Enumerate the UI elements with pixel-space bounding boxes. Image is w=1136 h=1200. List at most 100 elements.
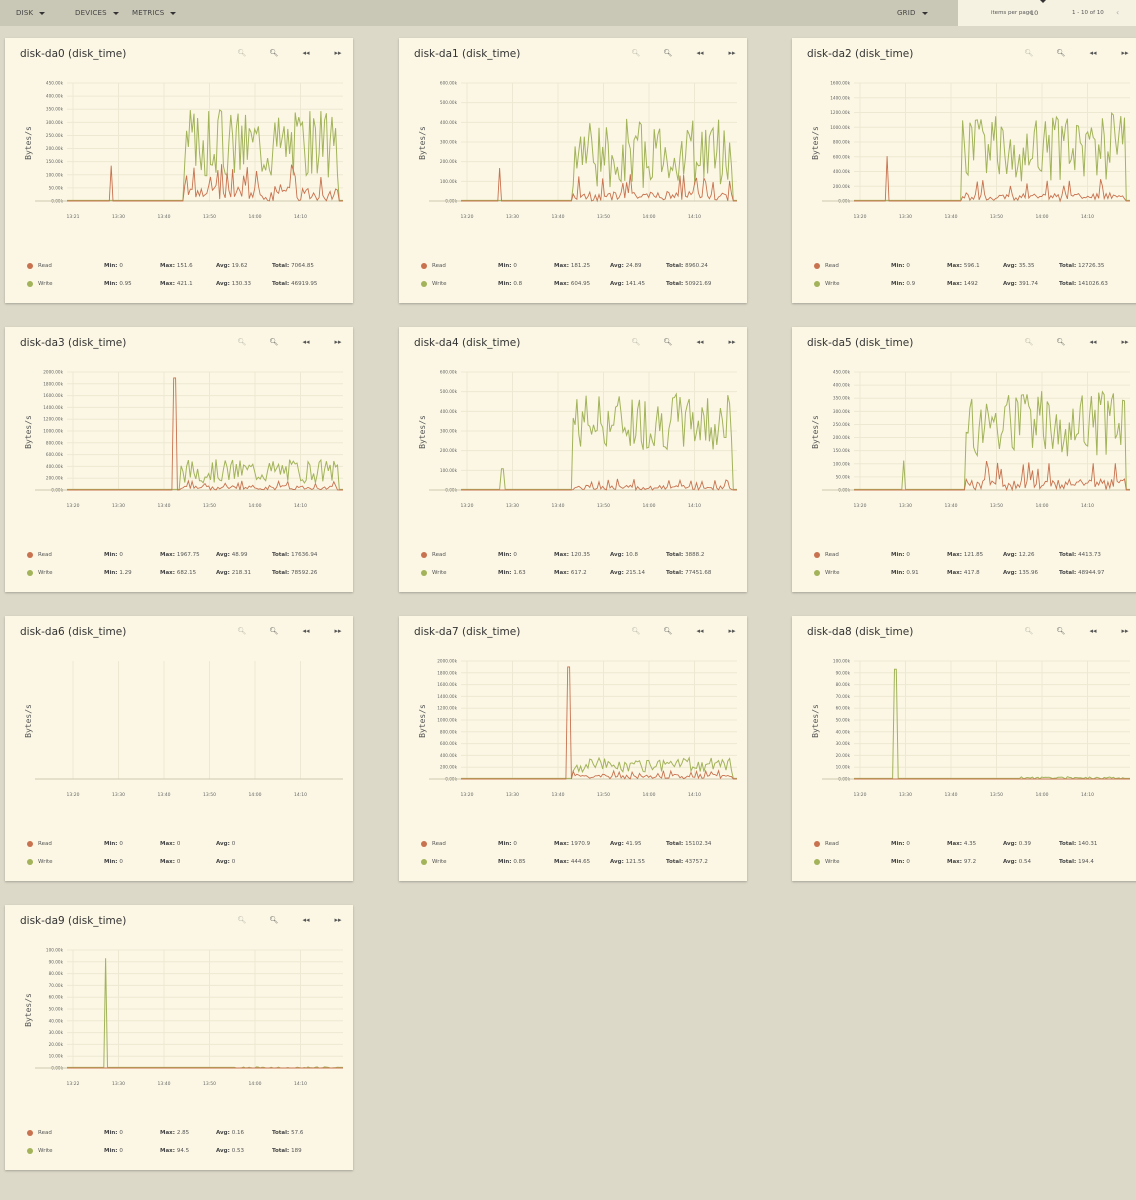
card-title: disk-da8 (disk_time): [807, 626, 914, 638]
zoom-out-icon[interactable]: 🔍︎: [1024, 627, 1034, 635]
zoom-in-icon[interactable]: 🔍︎: [269, 627, 279, 635]
stat-min: Min: 0: [104, 263, 123, 269]
zoom-in-icon[interactable]: 🔍︎: [663, 338, 673, 346]
zoom-in-icon[interactable]: 🔍︎: [269, 338, 279, 346]
y-axis-label: Bytes/s: [418, 126, 427, 160]
stat-total: Total: 77451.68: [666, 570, 712, 576]
legend-series-name: Write: [38, 1148, 53, 1154]
x-tick-label: 13:40: [945, 214, 958, 218]
x-tick-label: 14:00: [1036, 503, 1049, 507]
x-tick-label: 13:40: [158, 503, 171, 507]
rewind-icon[interactable]: ◂◂: [1089, 627, 1097, 635]
write-dot-icon: [27, 281, 33, 287]
zoom-out-icon[interactable]: 🔍︎: [237, 338, 247, 346]
y-tick-label: 60.00k: [836, 706, 851, 711]
fast-forward-icon[interactable]: ▸▸: [1121, 338, 1129, 346]
legend-read: Read Min: 0 Max: 4.35 Avg: 0.39 Total: 140.3…: [814, 839, 1134, 849]
fast-forward-icon[interactable]: ▸▸: [728, 338, 736, 346]
y-tick-label: 1400.00k: [830, 95, 850, 100]
y-tick-label: 1000.00k: [437, 718, 457, 723]
rewind-icon[interactable]: ◂◂: [696, 627, 704, 635]
x-tick-label: 13:50: [203, 214, 216, 218]
x-tick-label: 13:30: [899, 214, 912, 218]
zoom-out-icon[interactable]: 🔍︎: [631, 338, 641, 346]
y-axis-label: Bytes/s: [24, 993, 33, 1027]
stat-avg: Avg: 48.99: [216, 552, 248, 558]
disk-menu[interactable]: DISK: [16, 0, 46, 26]
y-axis-label: Bytes/s: [24, 415, 33, 449]
fast-forward-icon[interactable]: ▸▸: [728, 627, 736, 635]
card-title: disk-da0 (disk_time): [20, 48, 127, 60]
zoom-in-icon[interactable]: 🔍︎: [663, 627, 673, 635]
y-tick-label: 2000.00k: [437, 659, 457, 664]
grid-view-menu[interactable]: GRID: [897, 0, 928, 26]
y-tick-label: 400.00k: [440, 120, 458, 125]
y-tick-label: 70.00k: [836, 694, 851, 699]
y-tick-label: 200.00k: [440, 765, 458, 770]
rewind-icon[interactable]: ◂◂: [302, 49, 310, 57]
stat-min: Min: 0: [104, 841, 123, 847]
fast-forward-icon[interactable]: ▸▸: [1121, 627, 1129, 635]
legend-write: Write Min: 1.29 Max: 682.15 Avg: 218.31 Tota…: [27, 568, 347, 578]
chart-card: disk-da2 (disk_time) 🔍︎ 🔍︎ ◂◂ ▸▸ Bytes/s 13:20…: [792, 38, 1136, 303]
stat-max: Max: 604.95: [554, 281, 591, 287]
y-tick-label: 80.00k: [836, 682, 851, 687]
prev-page-button[interactable]: ‹: [1116, 8, 1120, 17]
legend-series-name: Read: [38, 552, 52, 558]
legend-series-name: Read: [38, 841, 52, 847]
rewind-icon[interactable]: ◂◂: [302, 338, 310, 346]
zoom-in-icon[interactable]: 🔍︎: [1056, 49, 1066, 57]
fast-forward-icon[interactable]: ▸▸: [728, 49, 736, 57]
zoom-out-icon[interactable]: 🔍︎: [237, 49, 247, 57]
x-tick-label: 14:10: [294, 1081, 307, 1085]
rewind-icon[interactable]: ◂◂: [1089, 338, 1097, 346]
card-title: disk-da7 (disk_time): [414, 626, 521, 638]
metrics-menu[interactable]: METRICS: [132, 0, 177, 26]
stat-avg: Avg: 0.16: [216, 1130, 244, 1136]
stat-total: Total: 48944.97: [1059, 570, 1105, 576]
zoom-out-icon[interactable]: 🔍︎: [631, 627, 641, 635]
stat-min: Min: 0: [104, 1130, 123, 1136]
legend-series-name: Write: [38, 281, 53, 287]
read-dot-icon: [27, 263, 33, 269]
stat-min: Min: 0: [498, 552, 517, 558]
rewind-icon[interactable]: ◂◂: [302, 916, 310, 924]
stat-avg: Avg: 391.74: [1003, 281, 1038, 287]
legend-series-name: Read: [38, 263, 52, 269]
y-tick-label: 10.00k: [836, 765, 851, 770]
zoom-out-icon[interactable]: 🔍︎: [1024, 49, 1034, 57]
rewind-icon[interactable]: ◂◂: [696, 338, 704, 346]
stat-max: Max: 1967.75: [160, 552, 200, 558]
zoom-out-icon[interactable]: 🔍︎: [1024, 338, 1034, 346]
zoom-out-icon[interactable]: 🔍︎: [237, 916, 247, 924]
x-tick-label: 13:30: [112, 1081, 125, 1085]
zoom-in-icon[interactable]: 🔍︎: [1056, 627, 1066, 635]
zoom-in-icon[interactable]: 🔍︎: [269, 49, 279, 57]
fast-forward-icon[interactable]: ▸▸: [334, 916, 342, 924]
write-series-line: [854, 390, 1130, 490]
zoom-in-icon[interactable]: 🔍︎: [1056, 338, 1066, 346]
chevron-down-icon: [112, 11, 119, 15]
write-series-line: [461, 756, 737, 779]
rewind-icon[interactable]: ◂◂: [696, 49, 704, 57]
rewind-icon[interactable]: ◂◂: [1089, 49, 1097, 57]
zoom-in-icon[interactable]: 🔍︎: [663, 49, 673, 57]
zoom-in-icon[interactable]: 🔍︎: [269, 916, 279, 924]
y-tick-label: 20.00k: [49, 1042, 64, 1047]
zoom-out-icon[interactable]: 🔍︎: [631, 49, 641, 57]
rewind-icon[interactable]: ◂◂: [302, 627, 310, 635]
fast-forward-icon[interactable]: ▸▸: [334, 338, 342, 346]
x-tick-label: 14:10: [688, 503, 701, 507]
devices-menu[interactable]: DEVICES: [75, 0, 119, 26]
fast-forward-icon[interactable]: ▸▸: [334, 49, 342, 57]
x-tick-label: 13:50: [990, 792, 1003, 796]
stat-max: Max: 1492: [947, 281, 978, 287]
y-tick-label: 1600.00k: [43, 393, 63, 398]
fast-forward-icon[interactable]: ▸▸: [1121, 49, 1129, 57]
legend-series-name: Read: [432, 263, 446, 269]
legend-series-name: Write: [432, 570, 447, 576]
legend-series-name: Read: [38, 1130, 52, 1136]
read-series-line: [67, 377, 343, 491]
fast-forward-icon[interactable]: ▸▸: [334, 627, 342, 635]
zoom-out-icon[interactable]: 🔍︎: [237, 627, 247, 635]
